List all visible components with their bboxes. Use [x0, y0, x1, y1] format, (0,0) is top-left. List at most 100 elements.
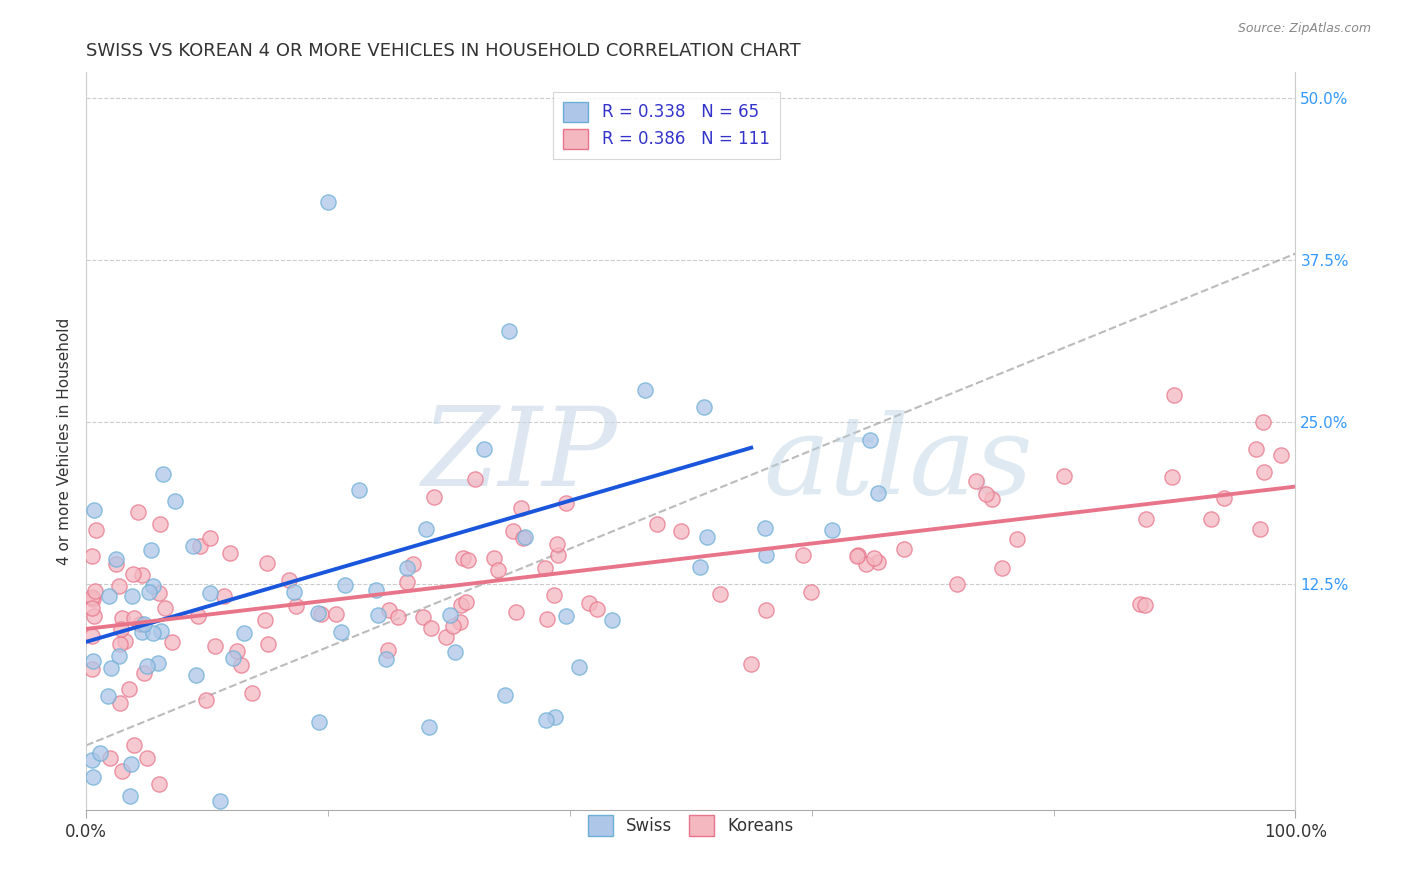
Text: ZIP: ZIP: [422, 402, 619, 510]
Point: [283, 585, 305, 599]
Point: [578, 597, 600, 611]
Point: [200, 586, 222, 600]
Point: [1251, 415, 1274, 429]
Point: [163, 494, 186, 508]
Point: [846, 549, 869, 563]
Point: [693, 401, 716, 415]
Point: [232, 626, 254, 640]
Point: [153, 601, 176, 615]
Y-axis label: 4 or more Vehicles in Household: 4 or more Vehicles in Household: [58, 318, 72, 565]
Point: [418, 720, 440, 734]
Point: [83, 584, 105, 599]
Point: [146, 657, 169, 671]
Point: [862, 551, 884, 566]
Point: [1133, 598, 1156, 612]
Point: [257, 637, 280, 651]
Point: [131, 568, 153, 582]
Point: [378, 603, 401, 617]
Point: [325, 607, 347, 621]
Point: [546, 537, 568, 551]
Point: [105, 551, 128, 566]
Point: [111, 764, 134, 779]
Point: [98, 589, 121, 603]
Point: [138, 584, 160, 599]
Point: [329, 625, 352, 640]
Point: [554, 608, 576, 623]
Point: [498, 324, 520, 338]
Point: [118, 682, 141, 697]
Point: [513, 530, 536, 544]
Point: [135, 751, 157, 765]
Point: [395, 560, 418, 574]
Point: [1053, 469, 1076, 483]
Point: [422, 491, 444, 505]
Point: [229, 657, 252, 672]
Point: [387, 610, 409, 624]
Point: [855, 557, 877, 571]
Point: [412, 609, 434, 624]
Point: [568, 660, 591, 674]
Point: [534, 713, 557, 727]
Point: [991, 561, 1014, 575]
Point: [848, 548, 870, 562]
Point: [980, 491, 1002, 506]
Point: [554, 495, 576, 509]
Point: [1244, 442, 1267, 456]
Point: [181, 539, 204, 553]
Point: [965, 474, 987, 488]
Point: [544, 709, 567, 723]
Point: [547, 548, 569, 562]
Point: [1005, 532, 1028, 546]
Point: [893, 541, 915, 556]
Point: [868, 555, 890, 569]
Point: [740, 657, 762, 671]
Point: [134, 617, 156, 632]
Point: [142, 579, 165, 593]
Point: [449, 615, 471, 630]
Point: [866, 485, 889, 500]
Point: [98, 751, 121, 765]
Point: [1253, 465, 1275, 479]
Point: [254, 613, 277, 627]
Point: [792, 549, 814, 563]
Point: [221, 650, 243, 665]
Point: [104, 557, 127, 571]
Point: [669, 524, 692, 538]
Point: [132, 665, 155, 680]
Point: [1201, 512, 1223, 526]
Point: [800, 584, 823, 599]
Point: [82, 549, 104, 563]
Point: [308, 715, 330, 730]
Text: Source: ZipAtlas.com: Source: ZipAtlas.com: [1237, 22, 1371, 36]
Point: [1129, 598, 1152, 612]
Point: [218, 546, 240, 560]
Point: [402, 558, 425, 572]
Point: [187, 608, 209, 623]
Point: [82, 590, 104, 604]
Point: [1249, 523, 1271, 537]
Point: [755, 548, 778, 562]
Point: [209, 794, 232, 808]
Point: [754, 521, 776, 535]
Point: [821, 523, 844, 537]
Point: [124, 739, 146, 753]
Point: [82, 591, 104, 606]
Point: [441, 618, 464, 632]
Point: [84, 523, 107, 537]
Point: [450, 598, 472, 612]
Point: [89, 746, 111, 760]
Point: [1212, 491, 1234, 505]
Point: [277, 573, 299, 587]
Point: [184, 668, 207, 682]
Point: [464, 472, 486, 486]
Point: [256, 556, 278, 570]
Point: [456, 595, 478, 609]
Point: [149, 517, 172, 532]
Point: [434, 631, 457, 645]
Point: [97, 690, 120, 704]
Point: [110, 696, 132, 710]
Point: [634, 383, 657, 397]
Point: [108, 579, 131, 593]
Point: [755, 603, 778, 617]
Point: [110, 622, 132, 636]
